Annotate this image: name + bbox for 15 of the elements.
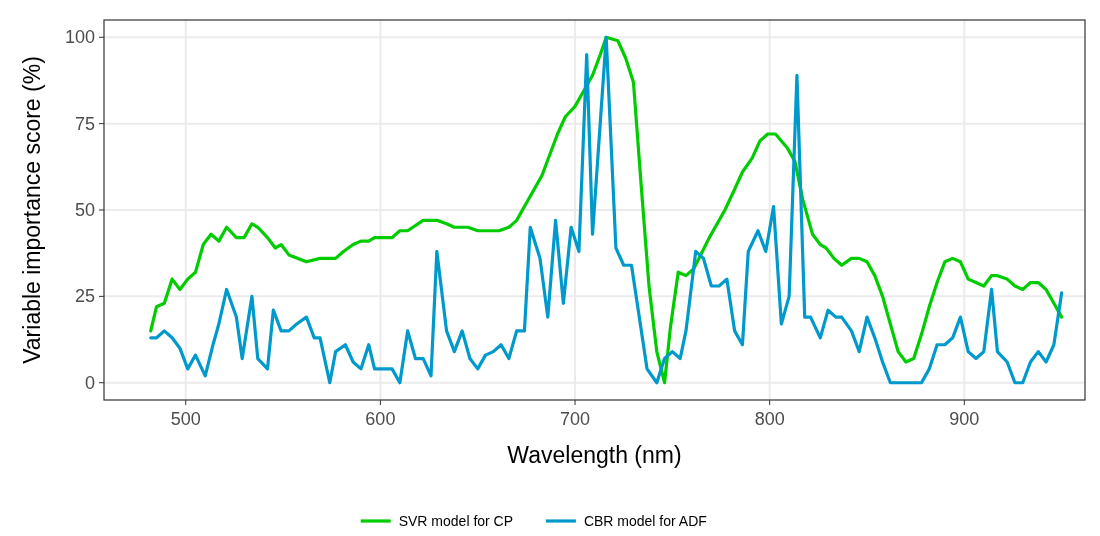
line-series [149, 35, 1064, 385]
x-axis-title: Wavelength (nm) [507, 442, 682, 468]
legend-label: SVR model for CP [398, 513, 514, 529]
legend-label: CBR model for ADF [583, 513, 707, 529]
y-tick-label: 0 [84, 372, 95, 393]
y-tick-label: 50 [74, 200, 95, 220]
y-tick-label: 100 [64, 27, 95, 48]
y-tick-label: 25 [74, 286, 95, 307]
y-tick-label: 75 [74, 113, 95, 134]
x-tick-label: 600 [365, 409, 396, 429]
y-axis-title: Variable importance score (%) [19, 56, 45, 364]
x-tick-label: 800 [754, 409, 785, 429]
x-tick-label: 900 [949, 409, 980, 429]
x-tick-label: 700 [560, 409, 591, 429]
x-tick-label: 500 [170, 409, 201, 429]
